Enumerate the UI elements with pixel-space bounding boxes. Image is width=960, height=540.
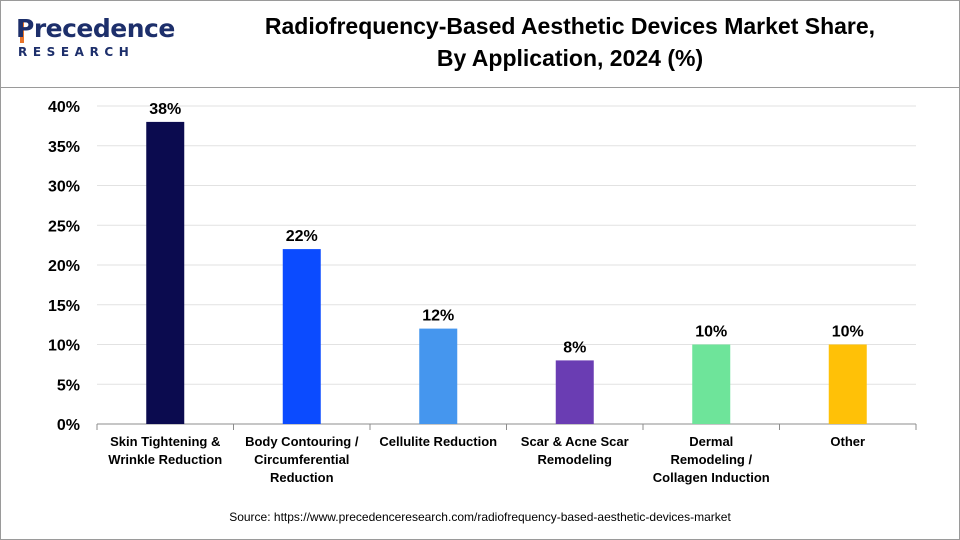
- header-divider: [0, 87, 960, 88]
- bar: [146, 121, 185, 425]
- x-category-label: Scar & Acne Scar Remodeling: [521, 434, 629, 467]
- logo-accent-mark: [20, 21, 24, 43]
- y-tick-label: 20%: [48, 258, 80, 275]
- x-category-label: Body Contouring / Circumferential Reductio…: [245, 434, 359, 485]
- y-tick-label: 25%: [48, 218, 80, 235]
- chart-title-line-1: Radiofrequency-Based Aesthetic Devices M…: [264, 13, 876, 39]
- x-category-label-line: Body Contouring /: [245, 434, 359, 449]
- y-tick-label: 10%: [48, 338, 80, 355]
- x-category-label: Dermal Remodeling / Collagen Induction: [653, 434, 770, 485]
- x-category-label: Skin Tightening & Wrinkle Reduction: [108, 434, 222, 467]
- bar-data-label: 10%: [832, 324, 864, 341]
- bar-data-label: 22%: [286, 228, 318, 245]
- bar: [692, 344, 731, 424]
- x-category-label: Other: [830, 434, 865, 449]
- bar: [282, 249, 321, 424]
- x-category-label: Cellulite Reduction: [379, 434, 497, 449]
- y-tick-label: 5%: [57, 377, 80, 394]
- x-category-label-line: Reduction: [270, 470, 334, 485]
- x-category-label-line: Skin Tightening &: [110, 434, 220, 449]
- bar: [419, 328, 458, 424]
- x-category-label-line: Other: [830, 434, 865, 449]
- y-tick-label: 40%: [48, 99, 80, 116]
- y-tick-label: 30%: [48, 179, 80, 196]
- bar: [555, 360, 594, 424]
- logo-subtitle: RESEARCH: [18, 45, 135, 59]
- x-category-label-line: Remodeling: [538, 452, 612, 467]
- y-tick-label: 0%: [57, 417, 80, 434]
- x-category-label-line: Circumferential: [254, 452, 349, 467]
- x-category-label-line: Remodeling /: [670, 452, 752, 467]
- source-note: Source: https://www.precedenceresearch.c…: [229, 510, 731, 524]
- x-category-label-line: Wrinkle Reduction: [108, 452, 222, 467]
- bar-data-label: 12%: [422, 308, 454, 325]
- bar-chart: 0% 5% 10% 15% 20% 25% 30% 35% 40% 38% Skin Tighten…: [48, 99, 917, 485]
- chart-title: Radiofrequency-Based Aesthetic Devices M…: [190, 10, 950, 74]
- precedence-research-logo: Precedence RESEARCH: [16, 14, 175, 66]
- x-category-label-line: Dermal: [689, 434, 733, 449]
- chart-title-line-2: By Application, 2024 (%): [436, 45, 704, 71]
- bar-data-label: 38%: [149, 101, 181, 118]
- bar-data-label: 8%: [563, 339, 586, 356]
- logo-name: Precedence: [16, 14, 175, 43]
- y-tick-label: 35%: [48, 139, 80, 156]
- bar: [828, 344, 867, 424]
- y-tick-label: 15%: [48, 298, 80, 315]
- x-category-label-line: Collagen Induction: [653, 470, 770, 485]
- bar-data-label: 10%: [695, 324, 727, 341]
- header: Precedence RESEARCH Radiofrequency-Based…: [0, 0, 960, 87]
- x-category-label-line: Scar & Acne Scar: [521, 434, 629, 449]
- x-category-label-line: Cellulite Reduction: [379, 434, 497, 449]
